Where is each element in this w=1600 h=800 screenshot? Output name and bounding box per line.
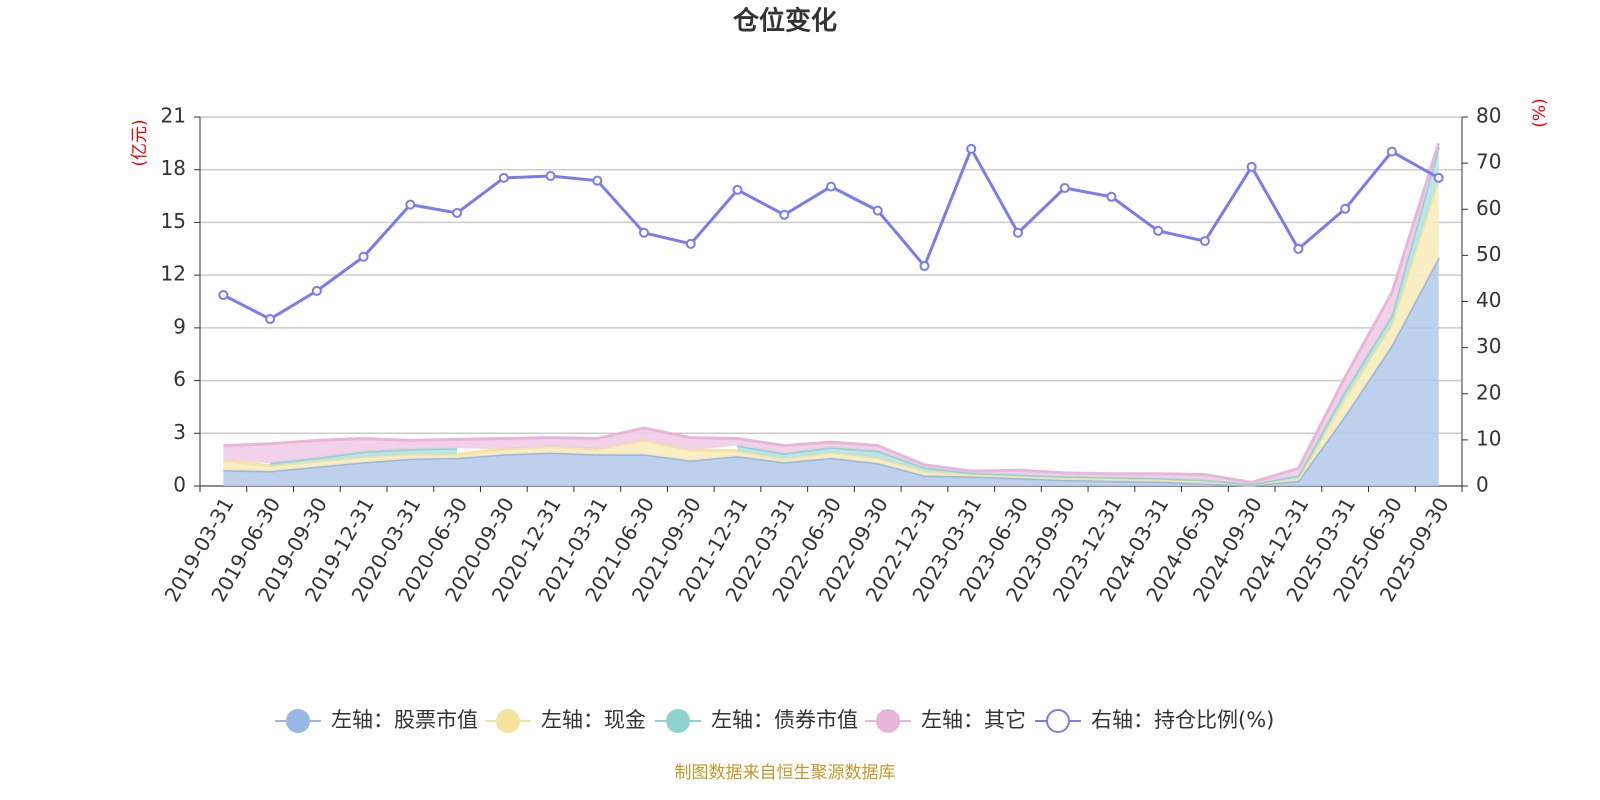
y-tick-label: 3 (173, 420, 186, 444)
y-tick-label: 6 (173, 367, 186, 391)
point (685, 238, 696, 249)
point (919, 260, 930, 271)
chart-title: 仓位变化 (732, 6, 837, 37)
y2-tick-label: 60 (1476, 196, 1501, 220)
point (872, 205, 883, 216)
point (1106, 191, 1117, 202)
point (826, 181, 836, 192)
area (223, 143, 1439, 485)
y2-axis-label: (%) (1530, 98, 1550, 127)
point (405, 199, 416, 210)
point (1246, 161, 1257, 172)
point (498, 172, 509, 183)
area (223, 178, 1439, 486)
point (1293, 243, 1304, 254)
point (218, 290, 229, 301)
y2-tick-label: 30 (1476, 334, 1501, 358)
legend-marker (1046, 709, 1070, 733)
area-line (223, 142, 1441, 485)
point (358, 251, 369, 262)
legend-label: 左轴：现金 (541, 708, 646, 732)
line (222, 145, 1440, 321)
y-axis-label: (亿元) (130, 119, 150, 166)
y-tick-label: 15 (161, 209, 186, 233)
y2-tick-label: 70 (1476, 150, 1501, 174)
legend-label: 右轴：持仓比例(%) (1091, 708, 1274, 732)
area (223, 257, 1439, 486)
point (1199, 236, 1210, 247)
legend-label: 左轴：其它 (921, 708, 1026, 732)
y-tick-label: 12 (161, 262, 186, 286)
point (545, 171, 556, 182)
legend-label: 左轴：股票市值 (331, 708, 478, 732)
y-tick-label: 0 (173, 473, 186, 497)
y2-tick-label: 40 (1476, 288, 1501, 312)
point (1153, 225, 1164, 236)
area-line (223, 178, 1441, 486)
point (639, 227, 650, 238)
point (1433, 172, 1444, 183)
point (592, 175, 603, 186)
area (270, 448, 458, 466)
point (1386, 146, 1397, 157)
y2-tick-label: 20 (1476, 380, 1501, 404)
y2-tick-label: 50 (1476, 242, 1501, 266)
y-tick-label: 9 (173, 314, 186, 338)
point (779, 209, 790, 220)
point (1059, 183, 1070, 194)
point (1012, 227, 1023, 238)
point (966, 143, 977, 154)
point (732, 184, 743, 195)
y-tick-label: 21 (161, 104, 186, 128)
source-note: 制图数据来自恒生聚源数据库 (675, 763, 896, 783)
y2-tick-label: 80 (1476, 104, 1501, 128)
point (452, 207, 463, 218)
y2-tick-label: 0 (1476, 473, 1489, 497)
y-tick-label: 18 (161, 156, 186, 180)
point (1340, 203, 1351, 214)
point (265, 314, 276, 325)
point (311, 285, 322, 296)
legend-marker (286, 709, 310, 733)
legend-marker (496, 709, 520, 733)
legend-label: 左轴：债券市值 (711, 708, 858, 732)
y2-tick-label: 10 (1476, 426, 1501, 450)
legend-marker (876, 709, 900, 733)
legend-marker (666, 709, 690, 733)
